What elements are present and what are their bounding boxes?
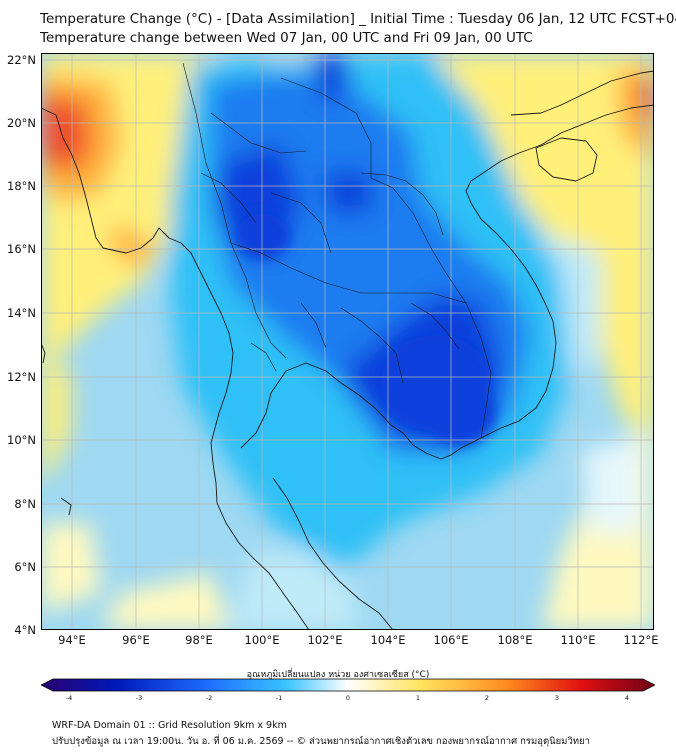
coastlines — [41, 70, 654, 630]
map-subtitle: Temperature change between Wed 07 Jan, 0… — [40, 30, 533, 46]
colorbar-tick-1: 1 — [415, 694, 421, 702]
lat-label-22n: 22°N — [7, 53, 36, 67]
lon-label-100e: 100°E — [244, 633, 280, 647]
lon-label-104e: 104°E — [370, 633, 406, 647]
lon-label-108e: 108°E — [497, 633, 533, 647]
lon-label-112e: 112°E — [623, 633, 659, 647]
lon-label-106e: 106°E — [433, 633, 469, 647]
lat-label-8n: 8°N — [14, 497, 36, 511]
colorbar-tick-minus4: -4 — [65, 694, 73, 702]
cold-cores — [237, 214, 496, 445]
footer-credit: ปรับปรุงข้อมูล ณ เวลา 19:00น. วัน อ. ที่… — [52, 736, 590, 747]
colorbar — [41, 678, 655, 692]
lat-label-4n: 4°N — [14, 623, 36, 637]
map-title: Temperature Change (°C) - [Data Assimila… — [40, 11, 676, 27]
colorbar-tick-minus2: -2 — [205, 694, 213, 702]
lat-label-20n: 20°N — [7, 116, 36, 130]
lon-label-98e: 98°E — [185, 633, 213, 647]
temperature-change-map — [41, 53, 654, 630]
colorbar-tick-4: 4 — [624, 694, 630, 702]
national-borders — [182, 62, 492, 439]
lat-label-14n: 14°N — [7, 306, 36, 320]
footer-model-info: WRF-DA Domain 01 :: Grid Resolution 9km … — [52, 720, 287, 731]
lat-label-10n: 10°N — [7, 433, 36, 447]
lon-label-102e: 102°E — [307, 633, 343, 647]
colorbar-tick-0: 0 — [345, 694, 351, 702]
lon-label-94e: 94°E — [58, 633, 86, 647]
lat-label-18n: 18°N — [7, 179, 36, 193]
lon-label-110e: 110°E — [560, 633, 596, 647]
colorbar-label: อุณหภูมิเปลี่ยนแปลง หน่วย องศาเซลเซียส (… — [246, 670, 430, 680]
lat-label-16n: 16°N — [7, 242, 36, 256]
colorbar-tick-minus1: -1 — [275, 694, 283, 702]
colorbar-tick-2: 2 — [484, 694, 490, 702]
lat-label-6n: 6°N — [14, 560, 36, 574]
lat-label-12n: 12°N — [7, 370, 36, 384]
lon-label-96e: 96°E — [122, 633, 150, 647]
colorbar-tick-3: 3 — [554, 694, 560, 702]
colorbar-tick-minus3: -3 — [135, 694, 143, 702]
graticule — [41, 53, 654, 630]
